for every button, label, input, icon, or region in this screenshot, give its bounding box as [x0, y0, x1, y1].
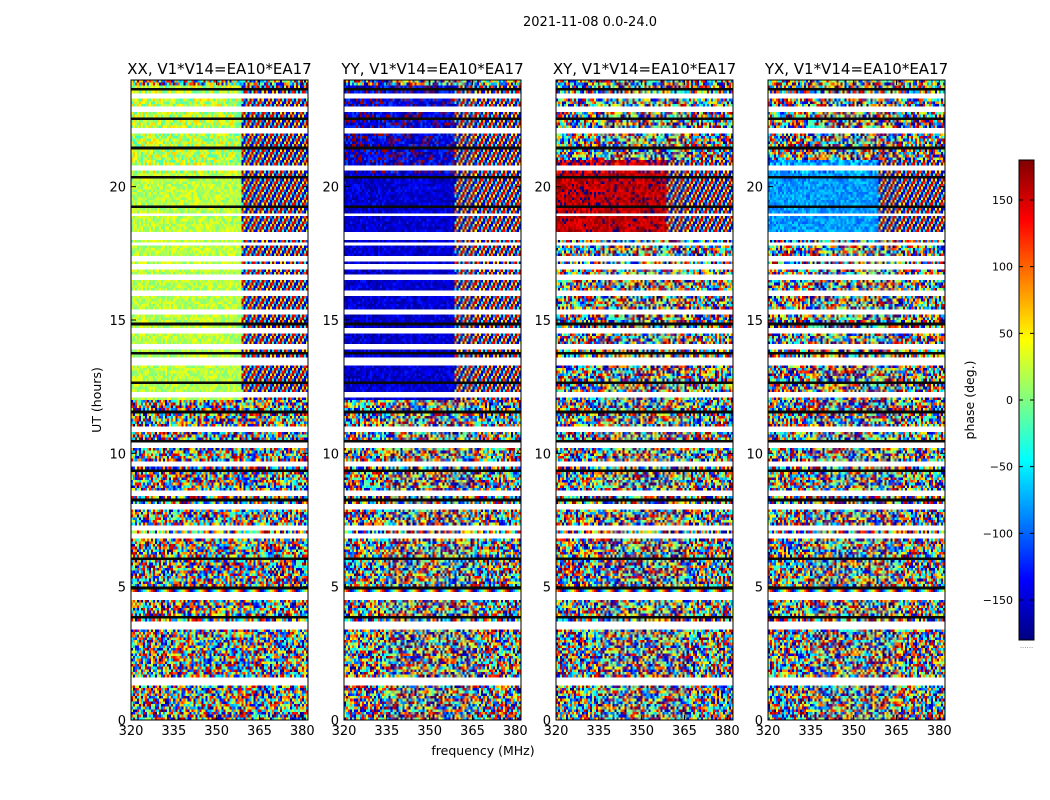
panel-title: XX, V1*V14=EA10*EA17: [127, 60, 311, 78]
y-tick-label: 20: [746, 181, 763, 196]
x-tick-label: 320: [756, 724, 781, 739]
colorbar-tick-label: 50: [999, 327, 1013, 340]
x-tick-label: 365: [884, 724, 909, 739]
panels-group: XX, V1*V14=EA10*EA17 320 335 350 365 380 0 5 10 1…: [109, 60, 951, 739]
colorbar-tick-label: −100: [983, 527, 1013, 540]
y-tick-label: 10: [746, 447, 763, 462]
y-tick-label: 10: [534, 447, 551, 462]
colorbar-tick-label: 100: [992, 261, 1013, 274]
x-tick-label: 335: [586, 724, 611, 739]
axes-frame: [343, 79, 522, 721]
y-tick-label: 0: [331, 714, 339, 729]
panel-2: XY, V1*V14=EA10*EA17 320 335 350 365 380 0 5 10 1…: [534, 60, 739, 739]
x-tick-label: 320: [544, 724, 569, 739]
phase-raster: [556, 80, 733, 720]
x-tick-label: 365: [460, 724, 485, 739]
colorbar-tick-label: 0: [1006, 394, 1013, 407]
y-tick-label: 15: [746, 314, 763, 329]
y-tick-label: 5: [331, 581, 339, 596]
y-tick-label: 5: [118, 581, 126, 596]
x-tick-label: 380: [503, 724, 528, 739]
x-tick-label: 335: [161, 724, 186, 739]
x-tick-label: 350: [417, 724, 442, 739]
x-tick-label: 380: [290, 724, 315, 739]
colorbar-extra-label: ......: [1020, 642, 1033, 650]
x-tick-label: 365: [247, 724, 272, 739]
y-tick-label: 20: [322, 181, 339, 196]
chart-suptitle: 2021-11-08 0.0-24.0: [523, 15, 657, 30]
x-tick-label: 350: [629, 724, 654, 739]
phase-raster: [768, 80, 945, 720]
x-axis-label: frequency (MHz): [431, 743, 534, 758]
y-tick-label: 20: [534, 181, 551, 196]
phase-raster: [344, 80, 521, 720]
x-tick-label: 380: [927, 724, 952, 739]
axes-frame: [555, 79, 734, 721]
y-tick-label: 5: [755, 581, 763, 596]
x-tick-label: 335: [374, 724, 399, 739]
x-tick-label: 380: [715, 724, 740, 739]
panel-0: XX, V1*V14=EA10*EA17 320 335 350 365 380 0 5 10 1…: [109, 60, 314, 739]
y-tick-label: 20: [109, 181, 126, 196]
x-tick-label: 350: [841, 724, 866, 739]
phase-raster: [131, 80, 308, 720]
y-tick-label: 10: [109, 447, 126, 462]
x-tick-label: 365: [672, 724, 697, 739]
x-tick-label: 350: [204, 724, 229, 739]
x-tick-label: 335: [798, 724, 823, 739]
y-tick-label: 5: [543, 581, 551, 596]
colorbar: 150 100 50 0 −50 −100 −150 phase (deg.)......: [962, 159, 1035, 650]
colorbar-label: phase (deg.): [962, 361, 977, 440]
axes-frame: [130, 79, 309, 721]
panel-title: XY, V1*V14=EA10*EA17: [553, 60, 736, 78]
y-axis-label: UT (hours): [89, 367, 104, 433]
y-tick-label: 0: [543, 714, 551, 729]
y-tick-label: 10: [322, 447, 339, 462]
colorbar-tick-label: −150: [983, 594, 1013, 607]
y-tick-label: 0: [755, 714, 763, 729]
x-tick-label: 320: [332, 724, 357, 739]
panel-3: YX, V1*V14=EA10*EA17 320 335 350 365 380 0 5 10 1…: [746, 60, 951, 739]
panel-1: YY, V1*V14=EA10*EA17 320 335 350 365 380 0 5 10 1…: [322, 60, 527, 739]
colorbar-tick-label: 150: [992, 194, 1013, 207]
panel-title: YY, V1*V14=EA10*EA17: [340, 60, 523, 78]
panel-title: YX, V1*V14=EA10*EA17: [764, 60, 948, 78]
axes-frame: [767, 79, 946, 721]
y-tick-label: 15: [534, 314, 551, 329]
colorbar-tick-label: −50: [990, 461, 1013, 474]
y-tick-label: 15: [109, 314, 126, 329]
x-tick-label: 320: [119, 724, 144, 739]
y-tick-label: 0: [118, 714, 126, 729]
y-tick-label: 15: [322, 314, 339, 329]
